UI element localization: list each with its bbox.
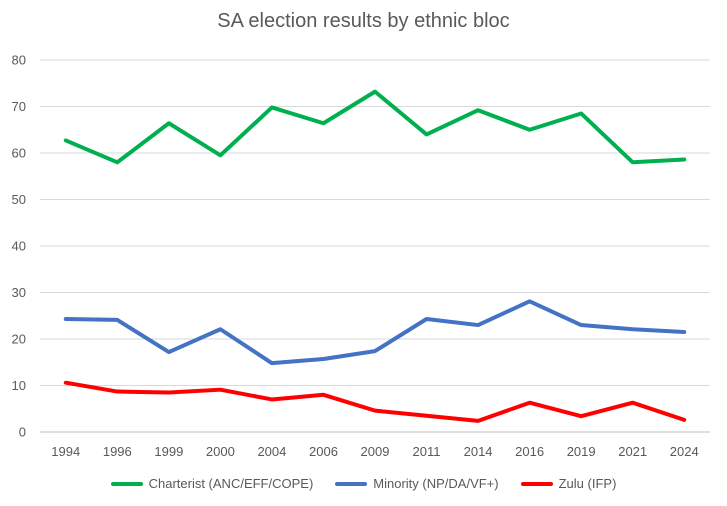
y-tick-label: 60 xyxy=(12,146,26,161)
x-tick-label: 2021 xyxy=(618,444,647,459)
chart-title: SA election results by ethnic bloc xyxy=(217,10,510,32)
legend: Charterist (ANC/EFF/COPE) Minority (NP/DA… xyxy=(0,476,727,491)
x-tick-label: 2004 xyxy=(257,444,286,459)
x-tick-label: 1996 xyxy=(103,444,132,459)
x-tick-label: 1999 xyxy=(154,444,183,459)
legend-label: Zulu (IFP) xyxy=(558,476,617,491)
x-tick-label: 2006 xyxy=(309,444,338,459)
y-tick-label: 40 xyxy=(12,239,26,254)
y-tick-label: 0 xyxy=(19,425,26,440)
x-tick-label: 1994 xyxy=(51,444,80,459)
x-tick-label: 2009 xyxy=(361,444,390,459)
legend-item: Zulu (IFP) xyxy=(520,476,617,491)
legend-label: Charterist (ANC/EFF/COPE) xyxy=(148,476,314,491)
y-tick-label: 30 xyxy=(12,285,26,300)
legend-item: Charterist (ANC/EFF/COPE) xyxy=(110,476,314,491)
legend-item: Minority (NP/DA/VF+) xyxy=(335,476,499,491)
legend-swatch xyxy=(520,481,553,486)
y-tick-label: 50 xyxy=(12,192,26,207)
y-tick-label: 80 xyxy=(12,53,26,68)
series-line xyxy=(63,299,687,366)
series-line xyxy=(63,380,687,423)
legend-label: Minority (NP/DA/VF+) xyxy=(373,476,499,491)
y-tick-label: 20 xyxy=(12,332,26,347)
x-tick-label: 2016 xyxy=(515,444,544,459)
x-tick-label: 2000 xyxy=(206,444,235,459)
legend-swatch xyxy=(335,481,368,486)
legend-swatch xyxy=(110,481,143,486)
x-tick-label: 2011 xyxy=(413,444,441,459)
x-tick-label: 2019 xyxy=(567,444,596,459)
series-line xyxy=(63,89,687,165)
x-tick-label: 2014 xyxy=(464,444,493,459)
y-tick-label: 70 xyxy=(12,99,26,114)
y-tick-label: 10 xyxy=(12,378,26,393)
x-tick-label: 2024 xyxy=(670,444,699,459)
